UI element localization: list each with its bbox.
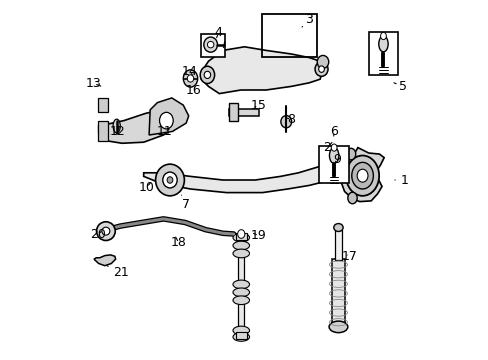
Ellipse shape [333, 224, 343, 231]
Ellipse shape [356, 169, 367, 182]
Ellipse shape [232, 296, 249, 305]
Text: 13: 13 [86, 77, 102, 90]
Bar [98, 121, 107, 141]
Ellipse shape [232, 333, 249, 341]
Ellipse shape [187, 75, 193, 82]
Ellipse shape [380, 32, 386, 40]
Bar [200, 34, 224, 57]
Text: 7: 7 [181, 195, 190, 211]
Text: 21: 21 [107, 266, 129, 279]
Ellipse shape [102, 227, 110, 235]
Bar [229, 103, 238, 121]
Text: 1: 1 [394, 174, 408, 186]
Ellipse shape [183, 70, 197, 87]
Text: 10: 10 [139, 181, 154, 194]
Ellipse shape [237, 230, 244, 238]
Bar [98, 98, 107, 112]
Polygon shape [94, 255, 115, 266]
Ellipse shape [332, 171, 337, 176]
Ellipse shape [347, 192, 356, 204]
Ellipse shape [155, 164, 184, 196]
Bar [235, 233, 246, 240]
Text: 12: 12 [110, 125, 125, 138]
Ellipse shape [163, 172, 177, 188]
Polygon shape [149, 98, 188, 135]
Ellipse shape [232, 280, 249, 289]
Ellipse shape [329, 148, 338, 163]
Text: 16: 16 [185, 84, 201, 97]
Ellipse shape [330, 144, 336, 151]
Text: 14: 14 [182, 65, 197, 78]
Bar [368, 32, 397, 75]
Ellipse shape [207, 41, 213, 48]
Ellipse shape [167, 177, 172, 183]
Bar [238, 235, 244, 338]
Ellipse shape [159, 112, 173, 129]
Ellipse shape [96, 222, 115, 240]
Ellipse shape [351, 162, 373, 189]
Text: 9: 9 [333, 153, 341, 166]
Ellipse shape [232, 249, 249, 258]
Ellipse shape [318, 66, 324, 72]
Polygon shape [143, 164, 337, 193]
Ellipse shape [232, 241, 249, 250]
Ellipse shape [232, 288, 249, 297]
Ellipse shape [200, 66, 214, 84]
Bar [319, 146, 348, 183]
Ellipse shape [346, 148, 355, 160]
Ellipse shape [317, 55, 328, 68]
Ellipse shape [232, 233, 249, 242]
Polygon shape [338, 148, 384, 202]
Ellipse shape [328, 167, 341, 180]
Text: 3: 3 [302, 13, 313, 27]
Text: 5: 5 [393, 80, 406, 93]
Ellipse shape [280, 116, 291, 128]
Text: 6: 6 [329, 125, 337, 138]
Bar [229, 109, 258, 116]
Text: 18: 18 [171, 237, 186, 249]
Text: 4: 4 [214, 26, 222, 39]
Ellipse shape [328, 321, 347, 333]
Text: 20: 20 [89, 228, 105, 241]
Ellipse shape [113, 119, 120, 133]
Polygon shape [201, 47, 323, 94]
Text: 11: 11 [156, 125, 172, 138]
Text: 2: 2 [323, 141, 331, 154]
Ellipse shape [378, 36, 387, 52]
Bar [261, 14, 316, 57]
Bar [335, 230, 341, 260]
Ellipse shape [203, 37, 217, 52]
Ellipse shape [314, 62, 327, 76]
Ellipse shape [204, 71, 210, 78]
Bar [331, 259, 345, 325]
Text: 17: 17 [341, 250, 357, 263]
Bar [235, 332, 246, 339]
Text: 8: 8 [286, 113, 295, 126]
Ellipse shape [346, 156, 378, 196]
Text: 15: 15 [250, 99, 265, 112]
Ellipse shape [232, 326, 249, 335]
Text: 19: 19 [250, 229, 266, 242]
Polygon shape [99, 106, 183, 143]
